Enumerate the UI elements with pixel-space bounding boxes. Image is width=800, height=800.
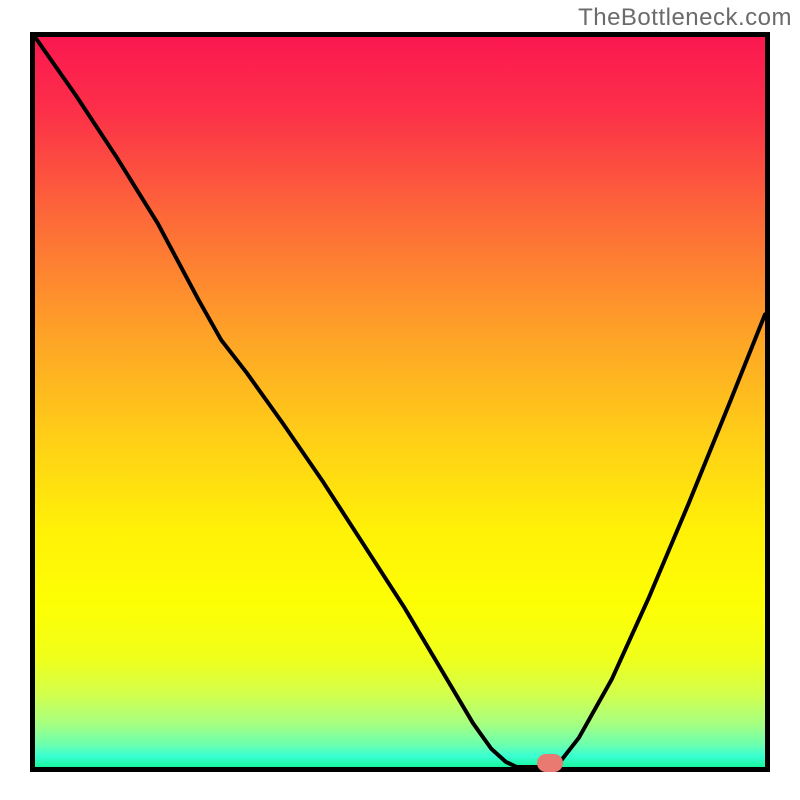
watermark-text: TheBottleneck.com xyxy=(578,4,792,32)
chart-minimum-marker xyxy=(537,754,563,772)
chart-plot-area xyxy=(30,32,770,772)
chart-background-gradient xyxy=(35,37,765,767)
